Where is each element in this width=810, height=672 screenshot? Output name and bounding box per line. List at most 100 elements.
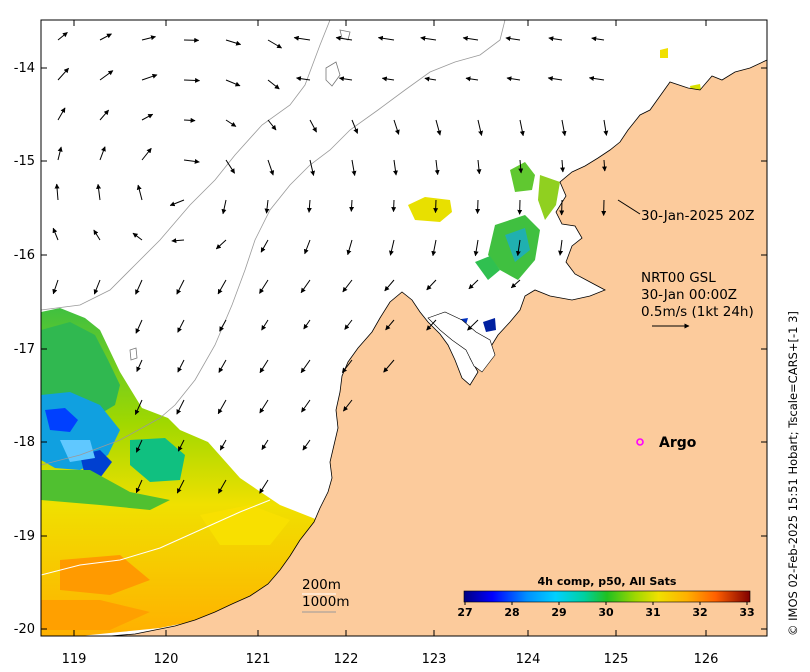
tick-marks [41, 20, 767, 636]
colorbar: 4h comp, p50, All Sats 27 28 29 30 31 32… [457, 575, 754, 619]
current-vector [300, 279, 311, 294]
current-vector [221, 199, 227, 215]
current-vector [560, 159, 566, 173]
current-vector [225, 119, 237, 127]
current-vector [57, 32, 68, 41]
current-vector [176, 399, 185, 415]
current-vector [135, 319, 143, 334]
current-vector [259, 479, 269, 494]
argo-label: Argo [659, 435, 697, 451]
current-vector [259, 359, 269, 374]
current-vector [225, 39, 242, 46]
current-vector [177, 359, 185, 373]
island [129, 347, 138, 361]
current-vector [558, 239, 564, 256]
current-vector [505, 36, 521, 42]
y-axis: -14 -15 -16 -17 -18 -19 -20 [14, 61, 35, 637]
y-tick-label: -20 [14, 622, 35, 637]
current-vector [506, 76, 521, 82]
current-source-label: NRT00 GSL [641, 270, 716, 286]
colorbar-gradient [463, 590, 751, 603]
current-vector [177, 319, 185, 333]
current-vector [300, 359, 311, 374]
current-scale-label: 0.5m/s (1kt 24h) [641, 304, 754, 320]
current-vector [215, 239, 227, 250]
current-vector [346, 239, 353, 256]
current-vector [217, 399, 227, 415]
colorbar-tick: 27 [457, 606, 472, 619]
current-vector [341, 359, 353, 373]
colorbar-title: 4h comp, p50, All Sats [538, 575, 677, 588]
current-vector [302, 439, 311, 451]
current-vector [420, 35, 437, 41]
current-vector [177, 439, 185, 452]
current-vector [342, 279, 353, 293]
current-vector [93, 229, 101, 241]
current-vector [264, 199, 270, 214]
current-vector [335, 35, 353, 41]
current-vector [99, 109, 109, 121]
current-vector [477, 119, 484, 136]
current-vector [588, 75, 605, 81]
current-vector [96, 183, 102, 201]
current-vector [141, 35, 156, 41]
current-vector [136, 359, 143, 372]
current-vector [183, 77, 201, 83]
current-vector [57, 107, 66, 121]
current-vector [169, 199, 185, 207]
current-vector [475, 199, 481, 214]
current-vector [515, 239, 521, 257]
current-vector [306, 199, 312, 213]
current-vector [183, 158, 200, 164]
depth-1000-label: 1000m [302, 594, 350, 610]
argo-marker [636, 438, 644, 446]
colorbar-tick: 33 [739, 606, 754, 619]
current-vector [547, 76, 563, 82]
king-sound [427, 311, 496, 373]
current-vector [141, 113, 154, 121]
current-vector [136, 184, 143, 201]
current-vector [135, 279, 143, 295]
current-vector [135, 479, 143, 494]
current-vector [468, 279, 479, 290]
current-vector [473, 239, 479, 257]
current-vector [176, 279, 185, 295]
current-vector [351, 159, 357, 176]
timestamp-leader [617, 199, 641, 215]
current-vector [296, 76, 311, 82]
current-vector [431, 239, 437, 257]
x-tick-label: 124 [516, 652, 541, 667]
current-vector [260, 239, 269, 253]
y-tick-label: -17 [14, 342, 35, 357]
current-vector [57, 146, 63, 161]
current-vector [261, 439, 269, 451]
current-vector [303, 319, 311, 330]
current-vector [57, 67, 69, 81]
colorbar-tick: 30 [598, 606, 614, 619]
current-vector [426, 319, 437, 331]
current-vectors [52, 32, 609, 494]
current-vector [132, 232, 143, 241]
current-vector [99, 146, 106, 161]
credit-text: © IMOS 02-Feb-2025 15:51 Hobart; Tscale=… [786, 311, 800, 636]
current-vector [393, 119, 400, 135]
current-vector [381, 76, 395, 82]
x-tick-label: 126 [694, 652, 719, 667]
current-vector [135, 439, 143, 453]
x-axis: 119 120 121 122 123 124 125 126 [62, 652, 719, 667]
current-vector [510, 279, 521, 289]
isobath-200-white [41, 499, 271, 576]
current-vector [217, 479, 227, 494]
depth-legend: 200m 1000m [302, 577, 350, 613]
current-vector [99, 70, 114, 81]
current-vector [462, 35, 479, 41]
current-vector [435, 119, 442, 136]
current-vector [303, 239, 311, 255]
current-vector [591, 36, 605, 42]
current-vector [141, 147, 152, 161]
current-vector [267, 119, 277, 131]
current-vector [267, 159, 275, 176]
current-vector [218, 359, 227, 373]
y-tick-label: -15 [14, 154, 35, 169]
current-vector [267, 79, 280, 90]
